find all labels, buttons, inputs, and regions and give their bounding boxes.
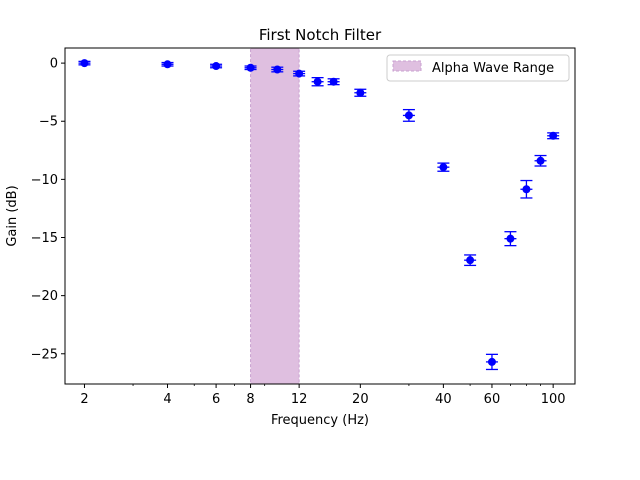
- data-point: [402, 108, 415, 122]
- data-point: [311, 76, 324, 87]
- legend-swatch: [392, 60, 422, 72]
- point-marker: [506, 234, 515, 243]
- shade-layer: [250, 47, 300, 385]
- x-tick-label: 20: [352, 392, 369, 407]
- point-marker: [439, 163, 448, 172]
- y-tick-label: −15: [31, 231, 58, 246]
- legend-box: [386, 54, 570, 82]
- data-point: [293, 69, 306, 78]
- point-marker: [536, 156, 545, 165]
- y-tick-label: −5: [39, 115, 58, 130]
- x-tick-label: 12: [291, 392, 308, 407]
- x-tick-label: 60: [484, 392, 501, 407]
- point-marker: [522, 185, 531, 194]
- y-tick-label: −25: [31, 347, 58, 362]
- data-point: [520, 179, 533, 199]
- point-marker: [356, 88, 365, 97]
- data-point: [244, 63, 257, 72]
- point-marker: [549, 131, 558, 140]
- data-point: [210, 62, 223, 71]
- data-point: [464, 254, 477, 267]
- x-tick-label: 4: [163, 392, 171, 407]
- x-axis-label: Frequency (Hz): [271, 413, 369, 428]
- plot-frame: [64, 47, 576, 385]
- point-marker: [246, 63, 255, 72]
- data-point: [271, 65, 284, 74]
- point-marker: [466, 256, 475, 265]
- point-marker: [212, 62, 221, 71]
- x-tick-label: 6: [212, 392, 220, 407]
- point-marker: [487, 357, 496, 366]
- y-axis-ticks: 0 −5 −10 −15 −20 −25: [31, 57, 65, 362]
- data-point: [547, 131, 560, 140]
- point-marker: [80, 59, 89, 68]
- data-point: [78, 59, 91, 68]
- point-marker: [295, 69, 304, 78]
- legend-label: Alpha Wave Range: [432, 61, 554, 76]
- data-point: [354, 88, 367, 97]
- legend: Alpha Wave Range: [386, 54, 570, 82]
- point-marker: [313, 77, 322, 86]
- point-marker: [163, 60, 172, 69]
- data-point: [504, 231, 517, 247]
- data-point: [437, 162, 450, 172]
- data-point: [485, 353, 498, 371]
- x-tick-label: 8: [246, 392, 254, 407]
- x-tick-label: 40: [435, 392, 452, 407]
- x-axis-ticks: 2 4 6 8 12 20 40 60 100: [80, 384, 566, 407]
- y-axis-label: Gain (dB): [5, 185, 20, 246]
- point-marker: [329, 77, 338, 86]
- data-point: [327, 77, 340, 86]
- data-point: [161, 60, 174, 69]
- y-tick-label: −20: [31, 289, 58, 304]
- data-layer: [78, 59, 560, 371]
- point-marker: [404, 111, 413, 120]
- alpha-wave-range-band: [250, 47, 300, 385]
- y-tick-label: 0: [50, 57, 58, 72]
- x-tick-label: 100: [541, 392, 566, 407]
- data-point: [534, 154, 547, 167]
- x-tick-label: 2: [80, 392, 88, 407]
- y-tick-label: −10: [31, 173, 58, 188]
- chart-title: First Notch Filter: [259, 26, 382, 44]
- point-marker: [273, 65, 282, 74]
